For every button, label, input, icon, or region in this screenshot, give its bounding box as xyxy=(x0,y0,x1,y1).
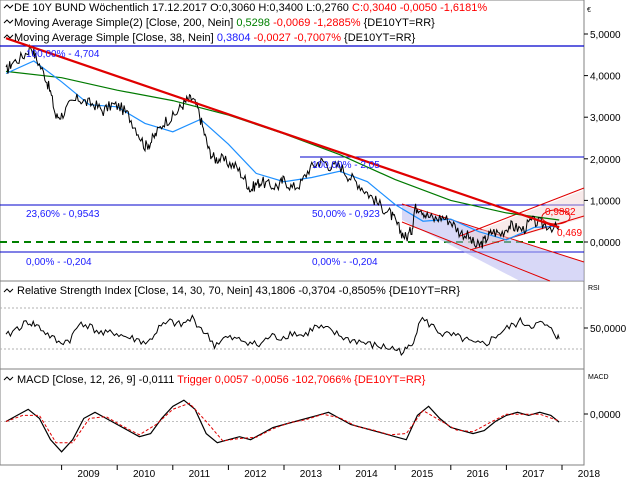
x-tick-label: 2010 xyxy=(133,469,156,480)
header-line1: DE 10Y BUND Wöchentlich 17.12.2017 O:0,3… xyxy=(14,2,487,14)
channel-lower-line xyxy=(401,221,551,282)
price-reference-lines xyxy=(0,45,585,282)
macd-icon xyxy=(3,376,14,381)
x-tick-label: 2011 xyxy=(189,469,211,480)
price-y-tick-label: 3,0000 xyxy=(590,113,621,124)
currency-label: € xyxy=(587,7,591,14)
rsi-series-layer xyxy=(5,314,560,356)
price-y-tick-label: 0,0000 xyxy=(590,238,621,249)
rising-channel-upper xyxy=(459,187,585,237)
rsi-header: Relative Strength Index [Close, 14, 30, … xyxy=(17,285,460,297)
ma38-icon xyxy=(3,34,14,39)
price-series-layer xyxy=(5,37,560,249)
fib-2360-label: 23,60% - 0,9543 xyxy=(26,209,100,220)
rsi-line xyxy=(5,314,560,356)
ma200-icon xyxy=(3,19,14,24)
price-y-tick-label: 4,0000 xyxy=(590,72,621,83)
rising-channel-lower xyxy=(469,215,585,251)
series-icon xyxy=(3,4,14,9)
header-line3: Moving Average Simple [Close, 38, Nein] … xyxy=(14,32,416,44)
x-tick-label: 2017 xyxy=(522,469,545,480)
x-tick-label: 2014 xyxy=(355,469,378,480)
price-y-tick-label: 1,0000 xyxy=(590,196,621,207)
price-y-axis: 5,0000 4,0000 3,0000 2,0000 1,0000 0,0000 xyxy=(584,30,621,249)
fib-0-left-label: 0,00% - -0,204 xyxy=(26,257,92,268)
x-tick-label: 2009 xyxy=(77,469,100,480)
trend-line xyxy=(5,37,560,229)
price-label-1: 0,9882 xyxy=(545,207,576,218)
macd-side-label: MACD xyxy=(588,374,609,381)
x-tick-label: 2015 xyxy=(411,469,434,480)
x-tick-label: 2012 xyxy=(244,469,267,480)
macd-trigger-line xyxy=(5,402,560,444)
rsi-panel-frame xyxy=(0,280,585,370)
x-tick-label: 2016 xyxy=(467,469,490,480)
rsi-side-label: RSI xyxy=(588,285,600,292)
fib-0-right-label: 0,00% - -0,204 xyxy=(312,257,378,268)
price-y-tick-label: 5,0000 xyxy=(590,30,621,41)
price-line xyxy=(5,43,560,249)
price-y-tick-label: 2,0000 xyxy=(590,155,621,166)
header-line2: Moving Average Simple(2) [Close, 200, Ne… xyxy=(14,17,435,29)
fib-50-label: 50,00% - 0,923 xyxy=(312,209,380,220)
macd-tick-label: 0,0000 xyxy=(590,410,621,421)
macd-panel-frame xyxy=(0,368,585,466)
macd-series-layer xyxy=(0,399,584,453)
x-axis: 2009 2010 2011 2012 2013 2014 2015 2016 2017 2018 xyxy=(61,465,601,480)
rsi-tick-label: 50,0000 xyxy=(590,324,627,335)
x-tick-label: 2013 xyxy=(300,469,323,480)
fib-100b-label: 100,00% - 2,05 xyxy=(312,160,380,171)
rsi-icon xyxy=(3,288,14,293)
x-tick-label: 2018 xyxy=(578,469,601,480)
macd-header: MACD [Close, 12, 26, 9] -0,0111 Trigger … xyxy=(17,374,426,386)
price-label-2: 0,469 xyxy=(557,228,582,239)
fib-100-label: 100,00% - 4,704 xyxy=(26,49,100,60)
